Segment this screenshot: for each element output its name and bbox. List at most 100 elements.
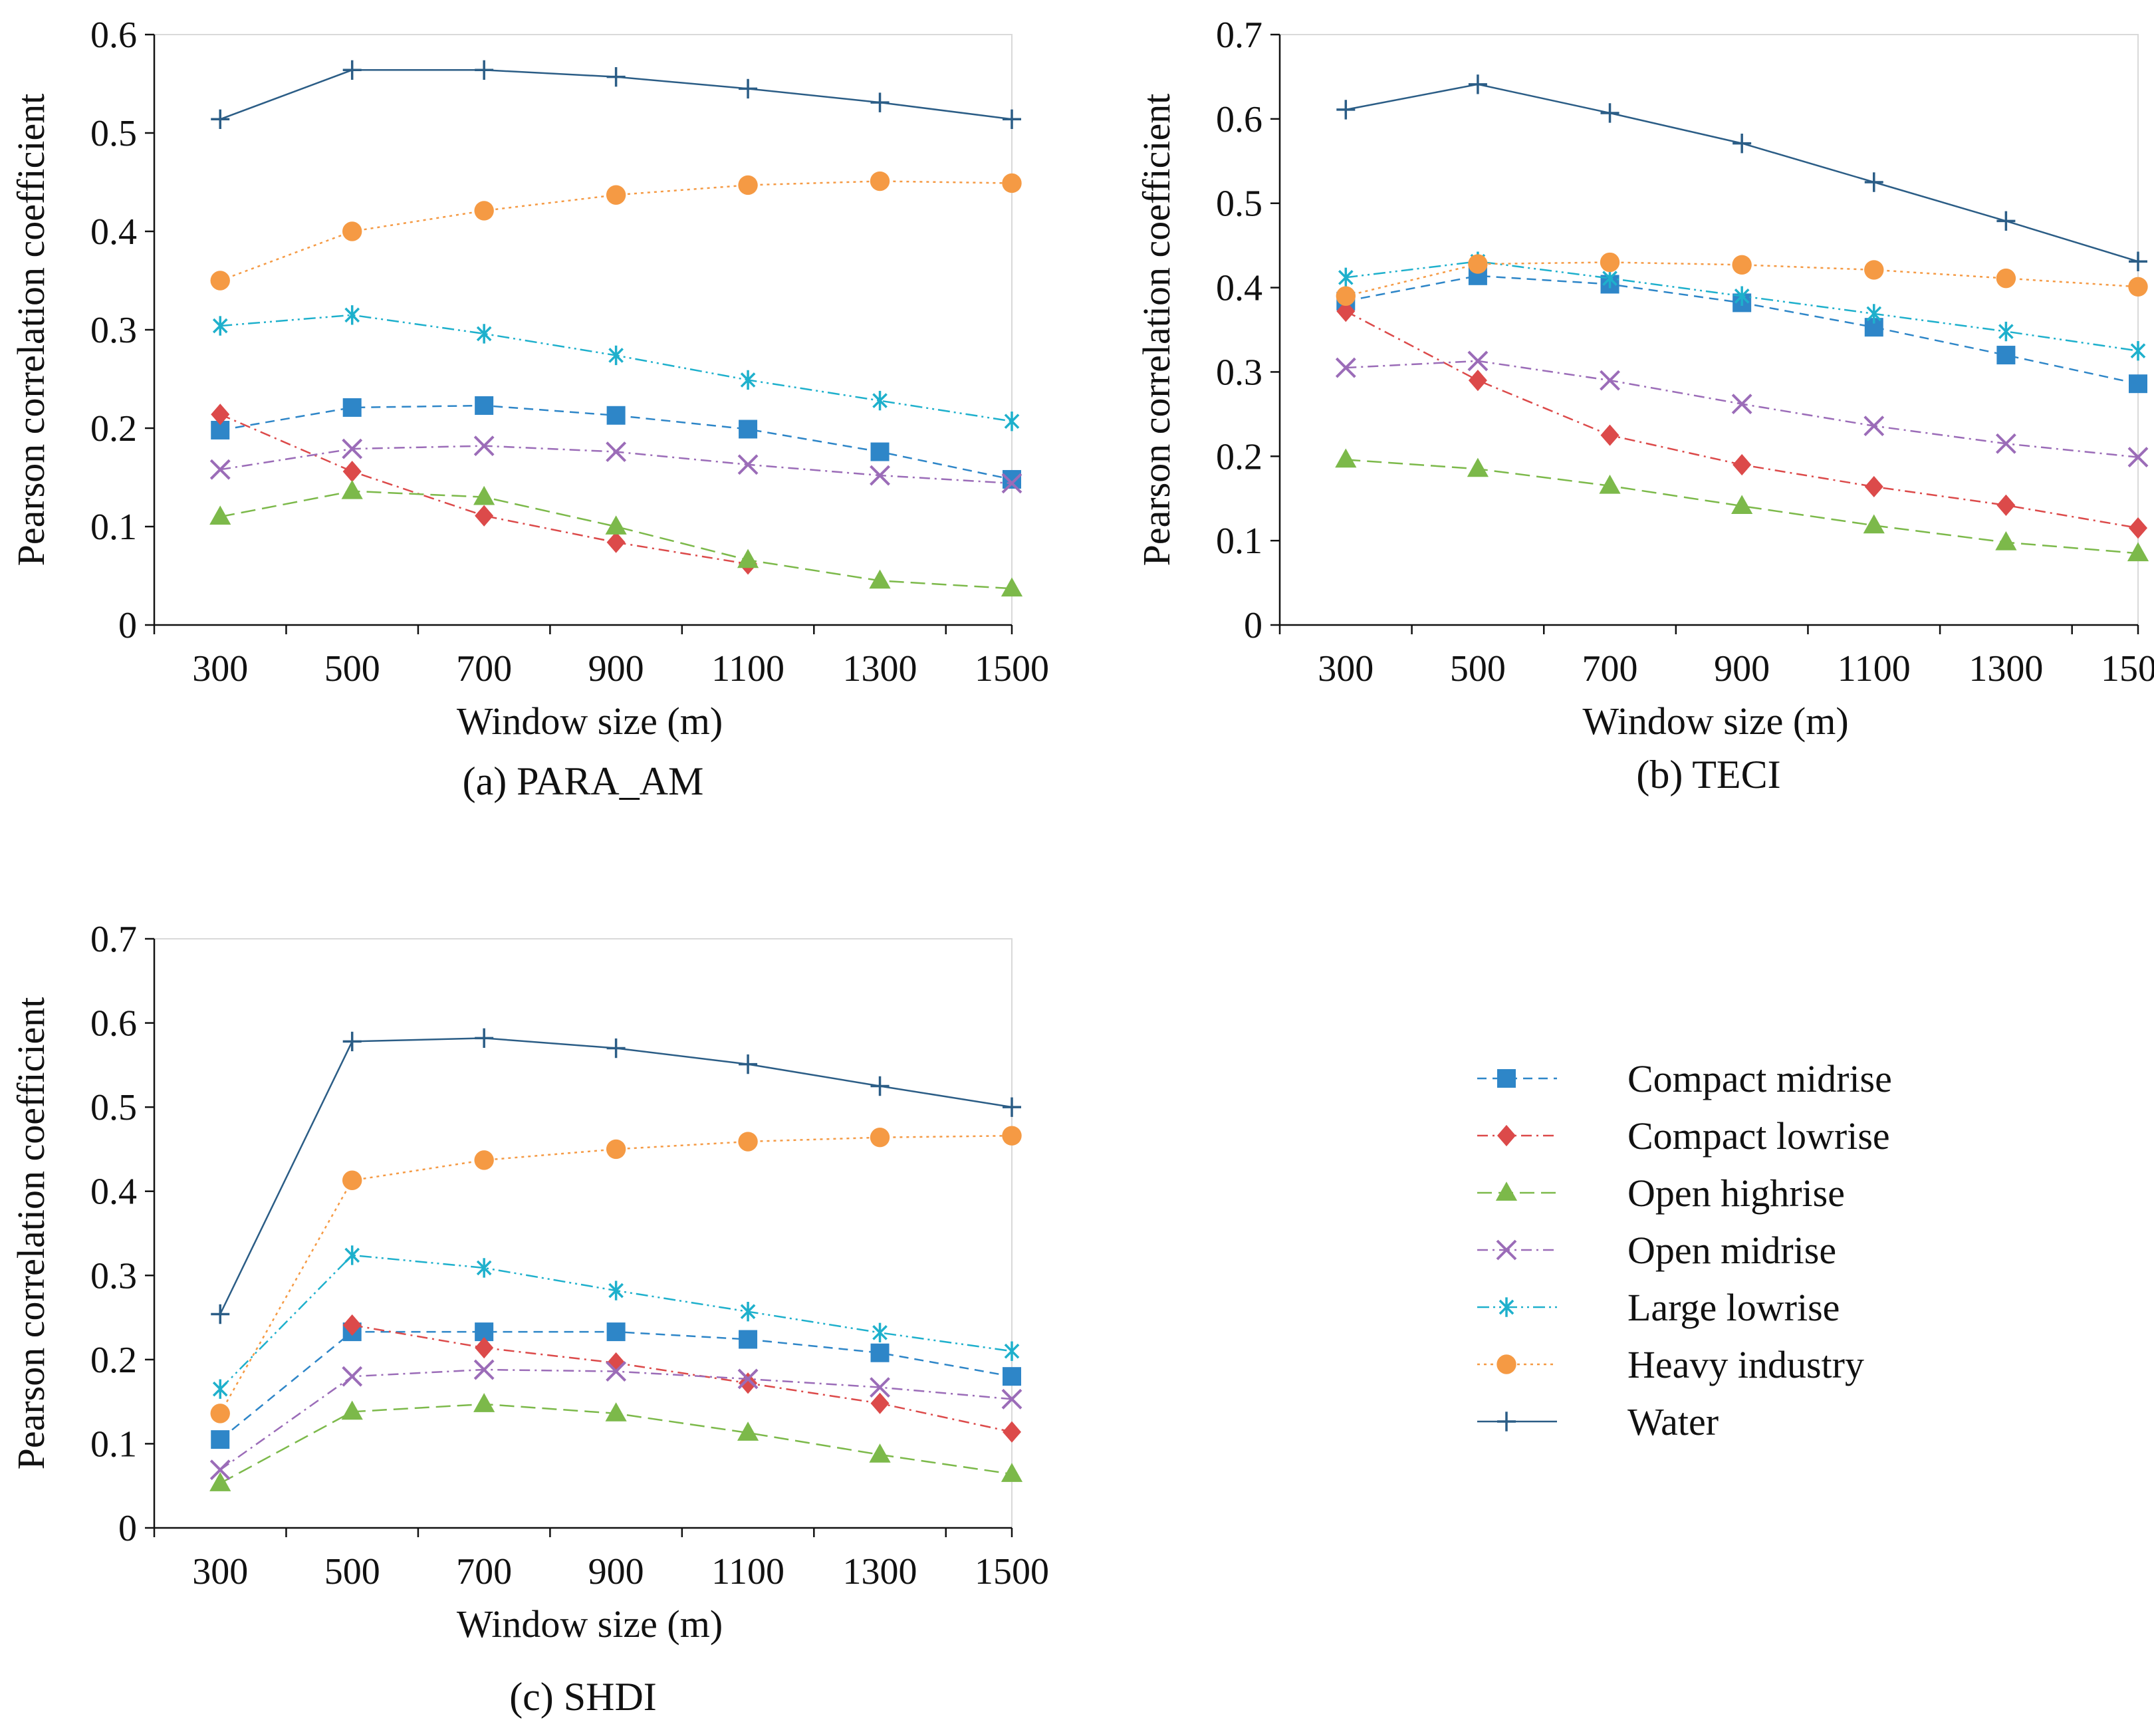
legend-label: Compact midrise [1627,1057,1892,1100]
data-point-water [1468,74,1487,94]
data-point-compact_lowrise [1003,1421,1021,1443]
data-point-open_midrise [1600,370,1620,391]
data-point-compact_lowrise [1468,370,1487,392]
series-open_midrise [209,1359,1022,1481]
data-point-heavy_industry [1732,255,1752,275]
series-line-compact_lowrise [352,1324,1013,1433]
data-point-open_highrise [1863,514,1885,534]
data-point-compact_lowrise [342,461,362,483]
x-tick-label: 1300 [843,1551,917,1592]
y-tick-label: 0.1 [90,507,137,548]
data-point-compact_lowrise [1600,424,1619,446]
x-tick-label: 300 [192,648,248,689]
data-point-compact_lowrise [1996,494,2016,516]
y-tick-label: 0.4 [1216,268,1262,309]
data-point-heavy_industry [1002,1126,1022,1146]
y-tick-label: 0 [118,605,137,646]
x-tick-label: 300 [1318,648,1374,689]
legend: Compact midrise Compact lowrise Open highr… [1477,1057,1892,1443]
legend-item-open_highrise: Open highrise [1477,1172,1845,1215]
data-point-water [342,1031,362,1052]
data-point-large_lowrise [872,390,888,411]
data-point-compact_midrise [475,396,494,415]
data-point-water [1003,109,1021,129]
data-point-open_midrise [870,1377,890,1398]
data-point-open_highrise [2127,542,2149,562]
data-point-open_midrise [1335,357,1356,378]
x-axis-title: Window size (m) [1582,699,1848,743]
data-point-open_highrise [1001,1463,1023,1482]
data-point-large_lowrise [1004,411,1020,432]
chart-panel-b: 0 0.1 0.2 0.3 0.4 0.5 0.6 0.7 300 500 700 900 1100 13… [1135,15,2154,797]
data-point-open_midrise [1995,433,2016,454]
data-point-open_highrise [1599,474,1621,494]
data-point-large_lowrise [2130,341,2146,361]
series-line-water [1346,83,2139,263]
x-tick-label: 500 [1450,648,1506,689]
x-tick-label: 700 [456,1551,512,1592]
data-point-heavy_industry [210,1404,230,1424]
data-point-compact_lowrise [1733,453,1752,476]
series-compact_midrise [211,1322,1021,1449]
legend-item-heavy_industry: Heavy industry [1477,1343,1864,1386]
series-line-large_lowrise [220,314,1013,422]
y-axis-title: Pearson correlation coefficient [9,997,53,1470]
data-point-water [1996,211,2016,231]
data-point-water [342,60,362,80]
series-compact_lowrise [342,1314,1021,1443]
data-point-open_highrise [1001,577,1023,597]
legend-marker-compact_midrise [1497,1069,1516,1088]
x-axis-title: Window size (m) [457,1602,723,1646]
data-point-heavy_industry [1864,260,1884,280]
series-open_midrise [209,435,1022,494]
data-point-open_midrise [2127,447,2149,467]
x-tick-label: 1300 [843,648,917,689]
x-tick-label: 1100 [711,648,784,689]
x-tick-label: 1100 [1838,648,1911,689]
legend-marker-open_midrise [1496,1239,1517,1261]
data-point-water [211,109,230,129]
x-tick-label: 900 [588,1551,644,1592]
data-point-open_midrise [1001,1388,1022,1410]
legend-item-compact_midrise: Compact midrise [1477,1057,1892,1100]
data-point-open_midrise [1467,350,1489,372]
data-point-compact_midrise [606,1322,626,1342]
data-point-water [606,1038,626,1058]
data-point-heavy_industry [1336,286,1356,306]
data-point-heavy_industry [1468,254,1488,274]
series-open_highrise [209,479,1023,597]
y-tick-label: 0.2 [1216,436,1262,477]
data-point-compact_midrise [2129,374,2147,394]
data-point-large_lowrise [476,1258,492,1278]
data-point-compact_lowrise [1336,300,1356,322]
data-point-large_lowrise [344,1245,360,1265]
x-tick-label: 1100 [711,1551,784,1592]
data-point-open_highrise [1335,448,1357,468]
data-point-compact_midrise [739,420,758,439]
series-heavy_industry [210,1126,1022,1424]
data-point-heavy_industry [738,175,758,195]
data-point-water [870,1076,890,1096]
data-point-large_lowrise [872,1322,888,1343]
data-point-compact_lowrise [739,1372,758,1394]
series-line-compact_lowrise [219,414,749,565]
data-point-heavy_industry [474,201,494,221]
data-point-open_midrise [342,1366,363,1387]
y-tick-label: 0.7 [90,919,137,960]
legend-marker-open_highrise [1495,1181,1518,1201]
data-point-open_highrise [341,1400,363,1420]
data-point-open_highrise [737,1422,759,1441]
data-point-open_highrise [869,1443,891,1463]
legend-marker-large_lowrise [1498,1297,1514,1317]
x-tick-label: 700 [1582,648,1638,689]
series-large_lowrise [212,1245,1020,1399]
data-point-compact_midrise [1996,346,2016,365]
data-point-open_midrise [737,454,759,475]
panel-caption: (c) SHDI [509,1675,657,1719]
data-point-large_lowrise [1866,304,1882,324]
data-point-large_lowrise [344,305,360,325]
data-point-open_highrise [1731,495,1753,515]
y-tick-label: 0 [118,1508,137,1549]
y-tick-label: 0.6 [90,1003,137,1045]
y-tick-label: 0 [1244,605,1262,646]
